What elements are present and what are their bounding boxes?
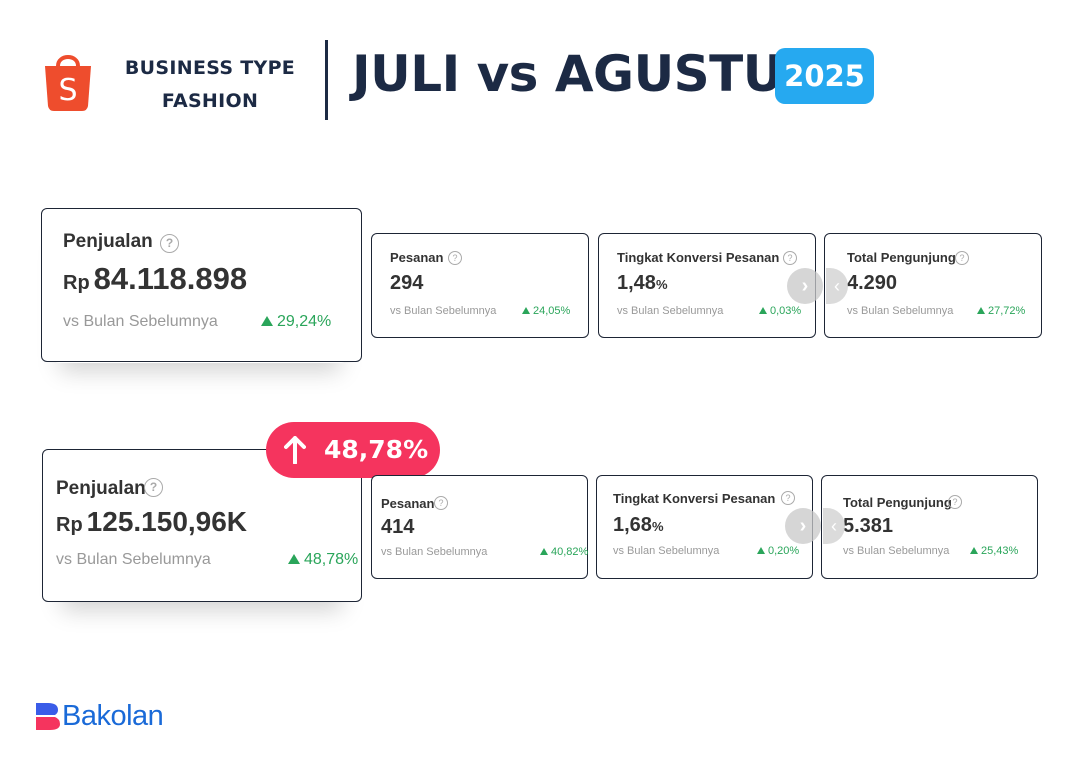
- growth-value: 48,78%: [324, 435, 429, 464]
- help-icon[interactable]: ?: [781, 491, 795, 505]
- conversion-number: 1,48: [617, 272, 656, 294]
- change-value: 0,20%: [768, 545, 800, 557]
- compare-label: vs Bulan Sebelumnya: [847, 305, 954, 317]
- up-triangle-icon: [288, 554, 300, 564]
- change-indicator: 0,03%: [759, 305, 801, 317]
- compare-label: vs Bulan Sebelumnya: [613, 545, 720, 557]
- change-indicator: 24,05%: [522, 305, 570, 317]
- percent-unit: %: [655, 277, 668, 292]
- compare-label: vs Bulan Sebelumnya: [617, 305, 724, 317]
- business-type-line2: FASHION: [161, 90, 259, 112]
- up-triangle-icon: [261, 316, 273, 326]
- up-triangle-icon: [522, 307, 530, 314]
- compare-label: vs Bulan Sebelumnya: [381, 546, 488, 558]
- conversion-label: Tingkat Konversi Pesanan: [617, 250, 780, 265]
- orders-value: 294: [390, 272, 424, 294]
- change-value: 25,43%: [981, 545, 1019, 557]
- sales-label: Penjualan: [56, 478, 146, 499]
- change-value: 0,03%: [770, 305, 802, 317]
- bakolan-logo-icon: [36, 703, 60, 730]
- change-indicator: 27,72%: [977, 305, 1025, 317]
- arrow-up-icon: [284, 436, 306, 464]
- brand-name: Bakolan: [62, 700, 164, 732]
- compare-label: vs Bulan Sebelumnya: [843, 545, 950, 557]
- change-value: 24,05%: [533, 305, 571, 317]
- visitors-card-agustus: Total Pengunjung ? 5.381 vs Bulan Sebelu…: [821, 475, 1038, 579]
- sales-value: Rp 84.118.898: [63, 261, 247, 297]
- change-indicator: 0,20%: [757, 545, 799, 557]
- conversion-card-agustus: Tingkat Konversi Pesanan ? 1,68% vs Bula…: [596, 475, 813, 579]
- sales-amount: 84.118.898: [93, 261, 248, 296]
- sales-label: Penjualan: [63, 231, 153, 252]
- logo-letter: S: [58, 73, 77, 108]
- chevron-left-icon[interactable]: ‹: [826, 268, 848, 304]
- change-indicator: 40,82%: [540, 546, 588, 558]
- chevron-left-icon[interactable]: ‹: [823, 508, 845, 544]
- visitors-label: Total Pengunjung: [847, 250, 956, 265]
- orders-label: Pesanan: [381, 496, 435, 511]
- up-triangle-icon: [540, 548, 548, 555]
- up-triangle-icon: [757, 547, 765, 554]
- up-triangle-icon: [977, 307, 985, 314]
- percent-unit: %: [651, 519, 664, 534]
- change-indicator: 25,43%: [970, 545, 1018, 557]
- help-icon[interactable]: ?: [160, 234, 179, 253]
- orders-card-agustus: Pesanan ? 414 vs Bulan Sebelumnya 40,82%: [371, 475, 588, 579]
- currency: Rp: [63, 272, 90, 294]
- growth-badge: 48,78%: [266, 422, 440, 478]
- change-value: 48,78%: [304, 551, 359, 568]
- help-icon[interactable]: ?: [948, 495, 962, 509]
- orders-card-juli: Pesanan ? 294 vs Bulan Sebelumnya 24,05%: [371, 233, 589, 338]
- page-title: JULI vs AGUSTUS: [352, 45, 819, 103]
- orders-value: 414: [381, 516, 415, 538]
- chevron-right-icon[interactable]: ›: [785, 508, 821, 544]
- change-value: 29,24%: [277, 313, 332, 330]
- header-divider: [325, 40, 328, 120]
- year-badge: 2025: [775, 48, 874, 104]
- business-type-label: BUSINESS TYPE FASHION: [120, 52, 300, 118]
- visitors-value: 5.381: [843, 515, 894, 537]
- sales-amount: 125.150,96K: [86, 506, 248, 537]
- change-value: 27,72%: [988, 305, 1026, 317]
- business-type-line1: BUSINESS TYPE: [124, 57, 296, 79]
- conversion-label: Tingkat Konversi Pesanan: [613, 491, 776, 506]
- visitors-label: Total Pengunjung: [843, 495, 952, 510]
- conversion-value: 1,68%: [613, 514, 664, 537]
- change-indicator: 29,24%: [261, 313, 331, 331]
- conversion-number: 1,68: [613, 514, 652, 536]
- visitors-value: 4.290: [847, 272, 898, 294]
- conversion-card-juli: Tingkat Konversi Pesanan ? 1,48% vs Bula…: [598, 233, 816, 338]
- help-icon[interactable]: ?: [448, 251, 462, 265]
- currency: Rp: [56, 514, 83, 536]
- orders-label: Pesanan: [390, 250, 444, 265]
- sales-card-juli: Penjualan ? Rp 84.118.898 vs Bulan Sebelu…: [41, 208, 362, 362]
- visitors-card-juli: Total Pengunjung ? 4.290 vs Bulan Sebelu…: [824, 233, 1042, 338]
- help-icon[interactable]: ?: [434, 496, 448, 510]
- sales-value: Rp 125.150,96K: [56, 506, 247, 538]
- change-value: 40,82%: [551, 546, 589, 558]
- compare-label: vs Bulan Sebelumnya: [390, 305, 497, 317]
- conversion-value: 1,48%: [617, 272, 668, 295]
- help-icon[interactable]: ?: [955, 251, 969, 265]
- up-triangle-icon: [759, 307, 767, 314]
- help-icon[interactable]: ?: [144, 478, 163, 497]
- up-triangle-icon: [970, 547, 978, 554]
- compare-label: vs Bulan Sebelumnya: [63, 313, 218, 330]
- chevron-right-icon[interactable]: ›: [787, 268, 823, 304]
- shopee-bag-icon: S: [42, 50, 94, 112]
- compare-label: vs Bulan Sebelumnya: [56, 551, 211, 568]
- help-icon[interactable]: ?: [783, 251, 797, 265]
- change-indicator: 48,78%: [288, 551, 358, 569]
